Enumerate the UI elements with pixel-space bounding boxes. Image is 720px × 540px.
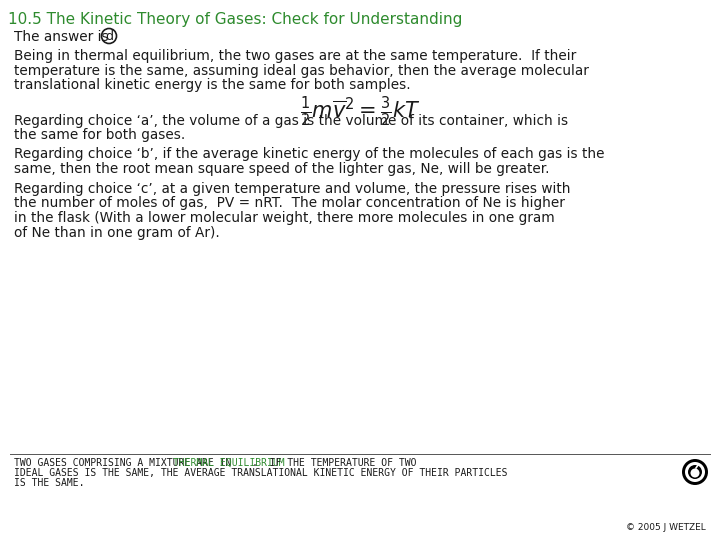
Circle shape <box>685 462 705 482</box>
Circle shape <box>690 469 700 477</box>
Text: d: d <box>105 30 113 43</box>
Text: The answer is: The answer is <box>14 30 113 44</box>
Text: IS THE SAME.: IS THE SAME. <box>14 478 84 488</box>
Text: .  IF THE TEMPERATURE OF TWO: . IF THE TEMPERATURE OF TWO <box>252 458 417 468</box>
Text: THERMAL EQUILIBRIUM: THERMAL EQUILIBRIUM <box>173 458 284 468</box>
Text: the number of moles of gas,  PV = nRT.  The molar concentration of Ne is higher: the number of moles of gas, PV = nRT. Th… <box>14 197 565 211</box>
Text: $\frac{1}{2}m\overline{v}^{2} = \frac{3}{2}kT$: $\frac{1}{2}m\overline{v}^{2} = \frac{3}… <box>300 94 420 129</box>
Text: © 2005 J WETZEL: © 2005 J WETZEL <box>626 523 706 532</box>
Text: Regarding choice ‘c’, at a given temperature and volume, the pressure rises with: Regarding choice ‘c’, at a given tempera… <box>14 182 570 196</box>
Text: IDEAL GASES IS THE SAME, THE AVERAGE TRANSLATIONAL KINETIC ENERGY OF THEIR PARTI: IDEAL GASES IS THE SAME, THE AVERAGE TRA… <box>14 468 508 478</box>
Circle shape <box>688 465 702 479</box>
Text: of Ne than in one gram of Ar).: of Ne than in one gram of Ar). <box>14 226 220 240</box>
Text: the same for both gases.: the same for both gases. <box>14 129 185 143</box>
Text: TWO GASES COMPRISING A MIXTURE ARE IN: TWO GASES COMPRISING A MIXTURE ARE IN <box>14 458 238 468</box>
Text: temperature is the same, assuming ideal gas behavior, then the average molecular: temperature is the same, assuming ideal … <box>14 64 589 78</box>
Text: same, then the root mean square speed of the lighter gas, Ne, will be greater.: same, then the root mean square speed of… <box>14 161 549 176</box>
Text: Regarding choice ‘a’, the volume of a gas is the volume of its container, which : Regarding choice ‘a’, the volume of a ga… <box>14 114 568 128</box>
Text: Regarding choice ‘b’, if the average kinetic energy of the molecules of each gas: Regarding choice ‘b’, if the average kin… <box>14 147 605 161</box>
Text: 10.5 The Kinetic Theory of Gases: Check for Understanding: 10.5 The Kinetic Theory of Gases: Check … <box>8 12 462 27</box>
Text: Being in thermal equilibrium, the two gases are at the same temperature.  If the: Being in thermal equilibrium, the two ga… <box>14 49 576 63</box>
Circle shape <box>682 459 708 485</box>
Text: in the flask (With a lower molecular weight, there more molecules in one gram: in the flask (With a lower molecular wei… <box>14 211 554 225</box>
Text: translational kinetic energy is the same for both samples.: translational kinetic energy is the same… <box>14 78 410 92</box>
